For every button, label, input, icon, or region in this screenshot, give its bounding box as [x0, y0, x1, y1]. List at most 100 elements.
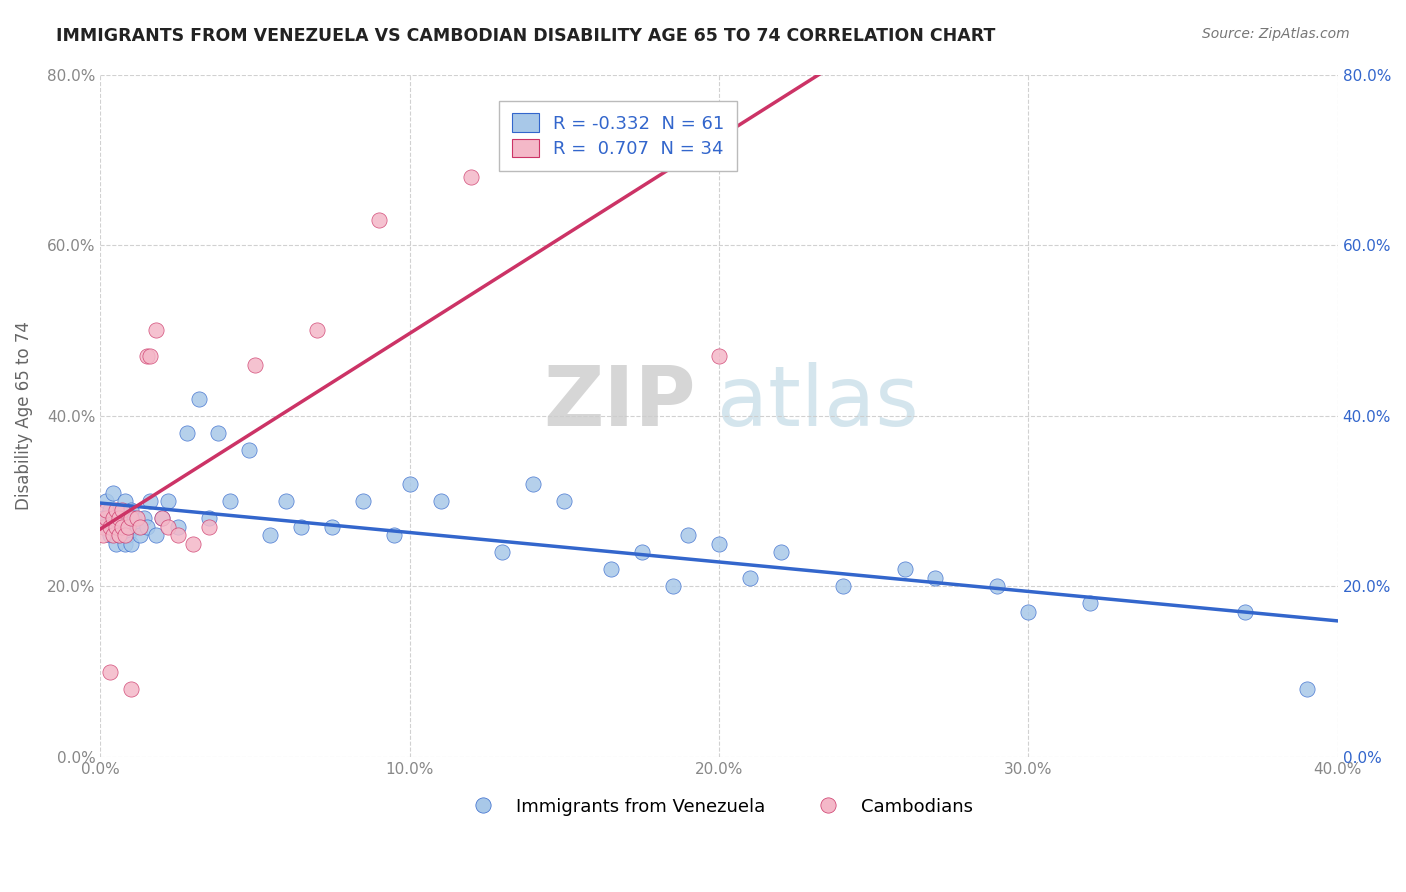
- Point: [986, 579, 1008, 593]
- Point: [274, 494, 297, 508]
- Point: [111, 511, 134, 525]
- Point: [305, 323, 328, 337]
- Point: [96, 519, 118, 533]
- Point: [460, 169, 482, 184]
- Point: [238, 442, 260, 457]
- Point: [129, 528, 152, 542]
- Point: [108, 528, 131, 542]
- Point: [290, 519, 312, 533]
- Point: [219, 494, 242, 508]
- Point: [111, 519, 134, 533]
- Point: [96, 511, 118, 525]
- Point: [1078, 596, 1101, 610]
- Point: [132, 511, 155, 525]
- Point: [769, 545, 792, 559]
- Point: [101, 528, 124, 542]
- Point: [522, 477, 544, 491]
- Text: atlas: atlas: [717, 361, 918, 442]
- Point: [382, 528, 405, 542]
- Point: [108, 511, 131, 525]
- Point: [124, 511, 146, 525]
- Point: [104, 502, 127, 516]
- Point: [893, 562, 915, 576]
- Point: [129, 519, 152, 533]
- Point: [93, 519, 115, 533]
- Point: [1295, 681, 1317, 696]
- Point: [98, 502, 121, 516]
- Point: [114, 528, 136, 542]
- Point: [1233, 605, 1256, 619]
- Point: [96, 502, 118, 516]
- Point: [145, 323, 167, 337]
- Point: [661, 579, 683, 593]
- Point: [98, 519, 121, 533]
- Point: [120, 502, 142, 516]
- Point: [1017, 605, 1039, 619]
- Point: [101, 519, 124, 533]
- Point: [114, 494, 136, 508]
- Point: [114, 537, 136, 551]
- Point: [98, 665, 121, 679]
- Point: [157, 519, 180, 533]
- Point: [117, 519, 139, 533]
- Point: [104, 537, 127, 551]
- Point: [188, 392, 211, 406]
- Point: [259, 528, 281, 542]
- Point: [108, 528, 131, 542]
- Point: [738, 571, 761, 585]
- Point: [93, 528, 115, 542]
- Point: [429, 494, 451, 508]
- Point: [321, 519, 343, 533]
- Point: [491, 545, 513, 559]
- Point: [117, 528, 139, 542]
- Point: [150, 511, 173, 525]
- Point: [111, 519, 134, 533]
- Point: [676, 528, 699, 542]
- Point: [583, 127, 606, 141]
- Point: [127, 519, 149, 533]
- Legend: Immigrants from Venezuela, Cambodians: Immigrants from Venezuela, Cambodians: [458, 790, 980, 823]
- Point: [135, 519, 157, 533]
- Point: [707, 537, 730, 551]
- Point: [831, 579, 853, 593]
- Point: [108, 502, 131, 516]
- Point: [98, 528, 121, 542]
- Text: Source: ZipAtlas.com: Source: ZipAtlas.com: [1202, 27, 1350, 41]
- Point: [924, 571, 946, 585]
- Point: [157, 494, 180, 508]
- Point: [166, 519, 188, 533]
- Point: [553, 494, 575, 508]
- Point: [101, 485, 124, 500]
- Point: [139, 349, 162, 363]
- Point: [127, 511, 149, 525]
- Y-axis label: Disability Age 65 to 74: Disability Age 65 to 74: [15, 321, 32, 510]
- Point: [707, 349, 730, 363]
- Point: [101, 511, 124, 525]
- Point: [367, 212, 389, 227]
- Point: [120, 511, 142, 525]
- Point: [207, 425, 229, 440]
- Point: [96, 494, 118, 508]
- Point: [135, 349, 157, 363]
- Point: [104, 519, 127, 533]
- Point: [630, 545, 652, 559]
- Point: [599, 562, 621, 576]
- Point: [120, 681, 142, 696]
- Point: [352, 494, 374, 508]
- Text: ZIP: ZIP: [544, 361, 696, 442]
- Point: [243, 358, 266, 372]
- Point: [117, 519, 139, 533]
- Point: [166, 528, 188, 542]
- Point: [176, 425, 198, 440]
- Point: [398, 477, 420, 491]
- Point: [120, 537, 142, 551]
- Point: [93, 511, 115, 525]
- Point: [111, 502, 134, 516]
- Point: [104, 511, 127, 525]
- Point: [139, 494, 162, 508]
- Text: IMMIGRANTS FROM VENEZUELA VS CAMBODIAN DISABILITY AGE 65 TO 74 CORRELATION CHART: IMMIGRANTS FROM VENEZUELA VS CAMBODIAN D…: [56, 27, 995, 45]
- Point: [197, 511, 219, 525]
- Point: [150, 511, 173, 525]
- Point: [197, 519, 219, 533]
- Point: [181, 537, 204, 551]
